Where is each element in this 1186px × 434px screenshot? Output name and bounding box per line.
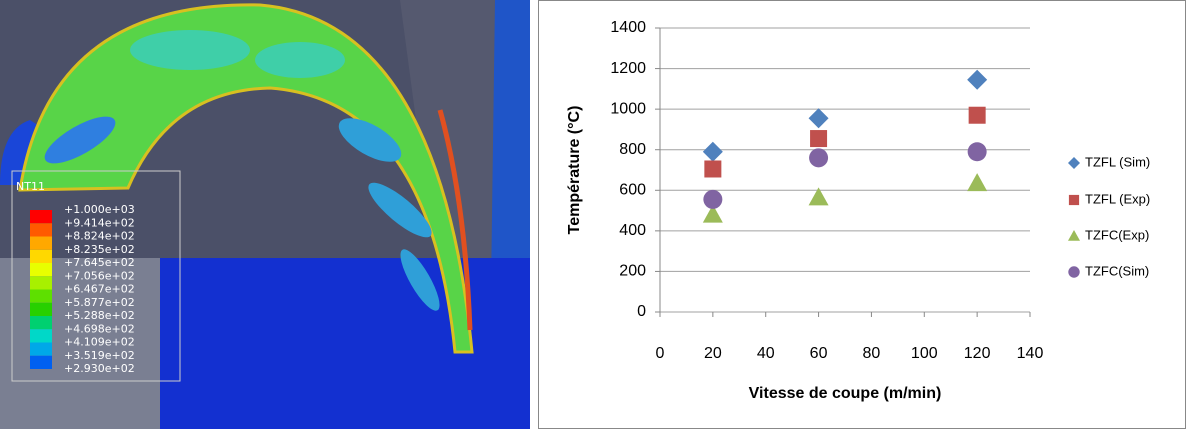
color-band [30,342,52,356]
contour-zone [368,182,432,238]
chip [18,3,474,354]
x-tick-label: 140 [1017,345,1044,362]
scale-label: +1.000e+03 [64,203,135,216]
scale-label: +3.519e+02 [64,349,135,362]
legend-label: TZFC(Exp) [1085,227,1149,242]
color-scale: NT11 +1.000e+03+9.414e+02+8.824e+02+8.235… [16,180,135,375]
color-band [30,329,52,343]
gap [530,0,538,429]
legend-box [11,170,181,382]
marker [967,142,987,162]
contour-zone [255,42,345,78]
marker [702,141,723,162]
legend-label: TZFL (Sim) [1085,154,1150,169]
chart: 0 200 400 600 800 1000 1200 1400 0 20 40 60 80 100 120… [566,19,1150,402]
y-tick-label: 0 [637,303,646,320]
y-tick-label: 1200 [610,60,646,77]
color-band [30,263,52,277]
legend-marker [1068,194,1080,206]
scale-label: +8.235e+02 [64,243,135,256]
marker [703,189,723,209]
y-tick-label: 400 [619,222,646,239]
color-band [30,276,52,290]
marker [968,106,986,124]
x-tick-label: 60 [810,345,828,362]
marker [810,130,828,148]
simulation-image: NT11 +1.000e+03+9.414e+02+8.824e+02+8.235… [0,0,530,429]
x-tick-label: 40 [757,345,775,362]
scale-label: +9.414e+02 [64,216,135,229]
y-axis-title: Température (°C) [566,106,583,235]
x-tick-label: 0 [656,345,665,362]
contour-zone [44,116,116,164]
chart-border [538,0,1186,429]
legend-label: TZFL (Exp) [1085,191,1150,206]
color-band [30,355,52,369]
contour-zone [130,30,250,70]
legend-marker [1068,266,1080,278]
scale-label: +8.824e+02 [64,230,135,243]
marker [704,160,722,178]
legend-title: NT11 [16,180,45,193]
y-tick-label: 200 [619,263,646,280]
hot-edge [437,109,473,331]
marker [967,173,988,192]
contour-zone [400,249,440,311]
x-tick-label: 100 [911,345,938,362]
contour-zone [338,118,402,162]
color-band [30,210,52,224]
x-tick-label: 80 [863,345,881,362]
color-band [30,236,52,250]
x-axis-title: Vitesse de coupe (m/min) [749,385,942,402]
color-band [30,289,52,303]
scale-label: +6.467e+02 [64,283,135,296]
legend-marker [1068,230,1080,241]
legend-label: TZFC(Sim) [1085,263,1149,278]
marker [702,204,723,223]
marker [808,108,829,129]
scale-label: +5.877e+02 [64,296,135,309]
y-tick-label: 800 [619,141,646,158]
color-band [30,223,52,237]
y-tick-label: 600 [619,182,646,199]
scale-label: +2.930e+02 [64,362,135,375]
legend-marker [1068,157,1080,169]
marker [967,69,988,90]
color-band [30,316,52,330]
y-tick-label: 1400 [610,19,646,36]
scale-label: +7.056e+02 [64,269,135,282]
color-band [30,302,52,316]
x-tick-label: 20 [704,345,722,362]
scale-label: +7.645e+02 [64,256,135,269]
x-tick-label: 120 [964,345,991,362]
color-band [30,249,52,263]
marker [809,148,829,168]
scale-label: +4.698e+02 [64,322,135,335]
scale-label: +5.288e+02 [64,309,135,322]
marker [808,187,829,206]
scale-label: +4.109e+02 [64,336,135,349]
y-tick-label: 1000 [610,100,646,117]
